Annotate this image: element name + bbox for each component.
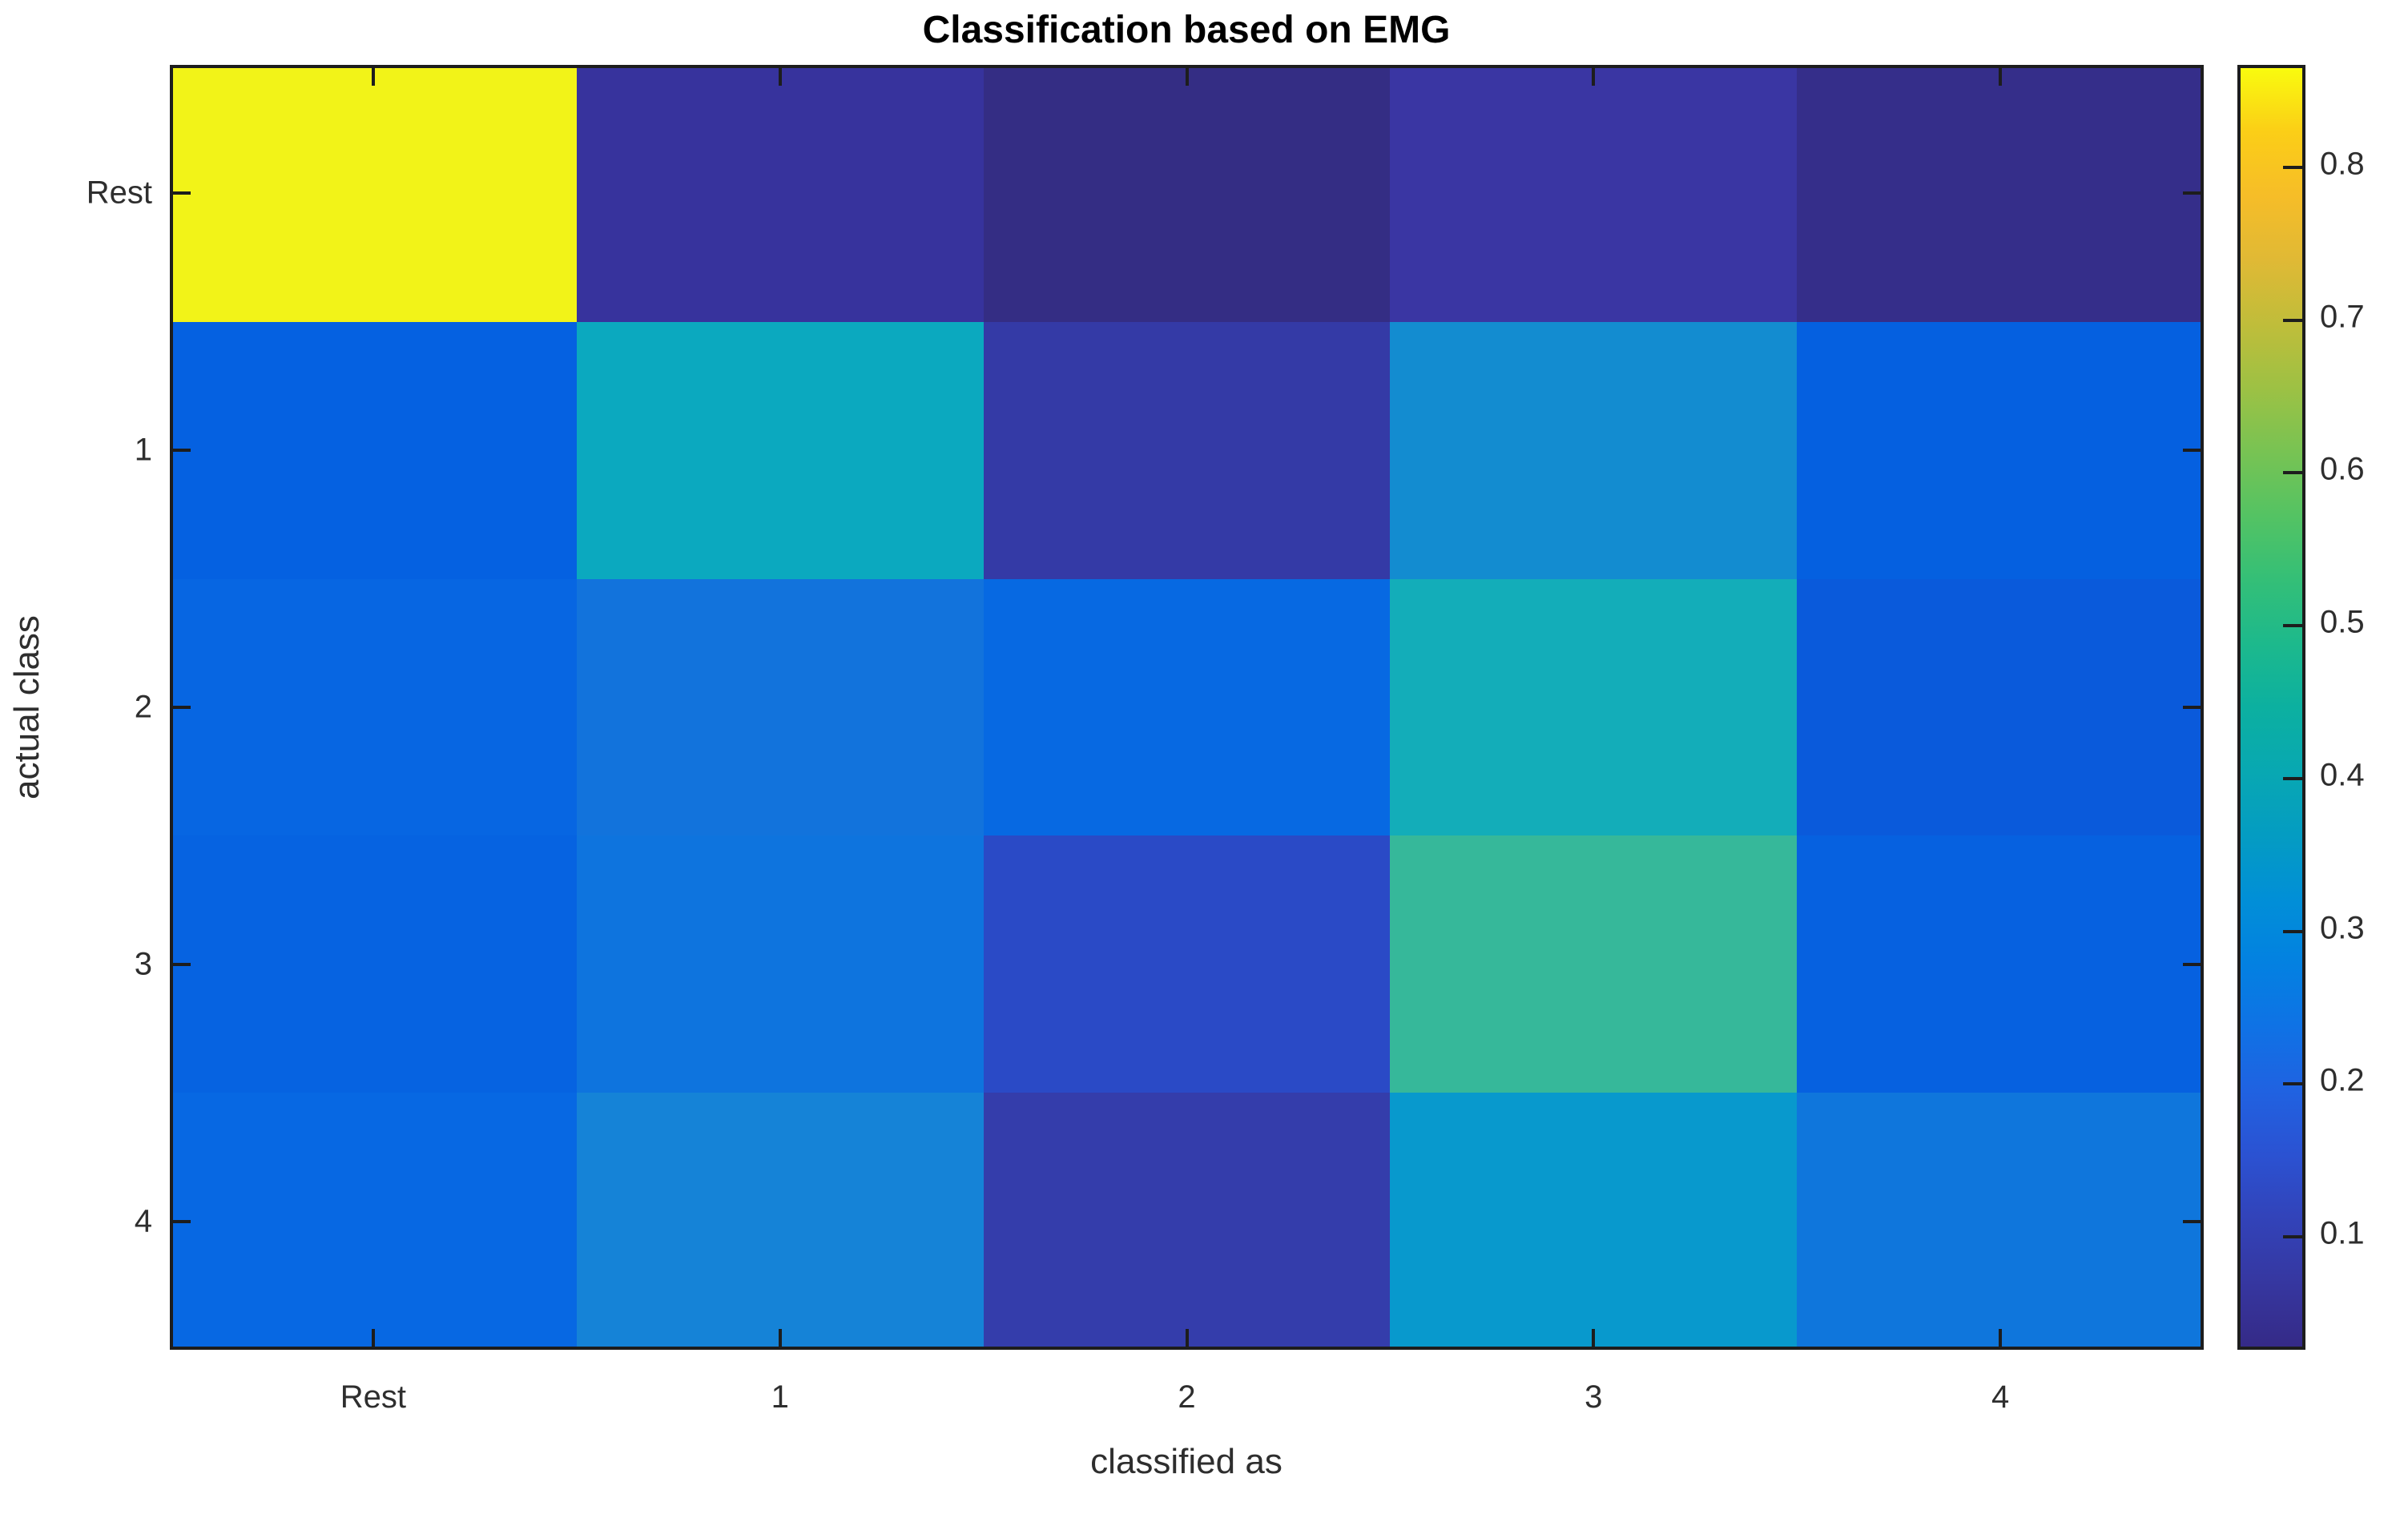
x-tick-top (778, 65, 782, 86)
heatmap-cell-r0-c1 (576, 65, 984, 322)
y-tick-right (2183, 706, 2204, 709)
heatmap-cell-r0-c3 (1390, 65, 1798, 322)
x-tick-label-0: Rest (340, 1379, 407, 1415)
colorbar-tick (2283, 929, 2302, 933)
y-tick-label-1: 1 (134, 432, 152, 468)
heatmap-cell-r2-c0 (170, 578, 577, 836)
heatmap-cell-r4-c3 (1390, 1093, 1798, 1350)
x-tick-label-2: 2 (1178, 1379, 1196, 1415)
colorbar-tick-label-0: 0.1 (2320, 1215, 2365, 1251)
heatmap-cell-r2-c4 (1797, 578, 2204, 836)
heatmap-cell-r1-c0 (170, 321, 577, 579)
heatmap-cell-r3-c4 (1797, 835, 2204, 1093)
heatmap-cell-r4-c0 (170, 1093, 577, 1350)
x-tick-bottom (778, 1329, 782, 1350)
colorbar-tick (2283, 1082, 2302, 1086)
colorbar-tick (2283, 1235, 2302, 1239)
heatmap-cell-r1-c4 (1797, 321, 2204, 579)
y-tick-left (170, 706, 191, 709)
colorbar-tick (2283, 471, 2302, 475)
heatmap-cell-r3-c1 (576, 835, 984, 1093)
x-tick-label-4: 4 (1991, 1379, 2010, 1415)
colorbar-tick (2283, 776, 2302, 780)
heatmap-cell-r3-c0 (170, 835, 577, 1093)
x-tick-label-3: 3 (1585, 1379, 1603, 1415)
heatmap-cell-r0-c4 (1797, 65, 2204, 322)
x-tick-bottom (1592, 1329, 1596, 1350)
heatmap-cell-r0-c2 (983, 65, 1391, 322)
y-tick-right (2183, 191, 2204, 195)
heatmap-cell-r2-c1 (576, 578, 984, 836)
colorbar-tick-label-6: 0.7 (2320, 299, 2365, 335)
heatmap-cell-r2-c3 (1390, 578, 1798, 836)
heatmap-plot (170, 65, 2204, 1350)
colorbar-tick-label-4: 0.5 (2320, 604, 2365, 640)
y-tick-right (2183, 449, 2204, 453)
colorbar-tick (2283, 165, 2302, 169)
x-tick-top (1185, 65, 1189, 86)
heatmap-cell-r2-c2 (983, 578, 1391, 836)
heatmap-cell-r3-c3 (1390, 835, 1798, 1093)
x-tick-bottom (1999, 1329, 2003, 1350)
y-tick-label-2: 2 (134, 689, 152, 725)
y-tick-left (170, 962, 191, 966)
y-tick-left (170, 449, 191, 453)
colorbar-tick-label-5: 0.6 (2320, 451, 2365, 487)
heatmap-cell-r1-c2 (983, 321, 1391, 579)
heatmap-cell-r1-c3 (1390, 321, 1798, 579)
x-tick-label-1: 1 (771, 1379, 789, 1415)
colorbar-tick (2283, 318, 2302, 322)
y-tick-label-0: Rest (86, 175, 152, 211)
colorbar-tick (2283, 624, 2302, 628)
x-axis-label: classified as (1090, 1442, 1283, 1481)
chart-title: Classification based on EMG (922, 9, 1451, 51)
colorbar-tick-label-2: 0.3 (2320, 910, 2365, 946)
colorbar-tick-label-7: 0.8 (2320, 146, 2365, 182)
colorbar-tick-label-3: 0.4 (2320, 757, 2365, 793)
heatmap-cell-r0-c0 (170, 65, 577, 322)
y-tick-left (170, 1219, 191, 1223)
x-tick-bottom (1185, 1329, 1189, 1350)
y-tick-label-4: 4 (134, 1203, 152, 1239)
y-tick-left (170, 191, 191, 195)
heatmap-cell-r3-c2 (983, 835, 1391, 1093)
y-tick-label-3: 3 (134, 946, 152, 982)
x-tick-top (1592, 65, 1596, 86)
x-tick-bottom (371, 1329, 375, 1350)
heatmap-cell-r1-c1 (576, 321, 984, 579)
heatmap-cell-r4-c1 (576, 1093, 984, 1350)
heatmap-cell-r4-c4 (1797, 1093, 2204, 1350)
colorbar-tick-label-1: 0.2 (2320, 1062, 2365, 1098)
x-tick-top (1999, 65, 2003, 86)
y-tick-right (2183, 1219, 2204, 1223)
heatmap-cell-r4-c2 (983, 1093, 1391, 1350)
colorbar (2237, 65, 2305, 1350)
x-tick-top (371, 65, 375, 86)
y-tick-right (2183, 962, 2204, 966)
